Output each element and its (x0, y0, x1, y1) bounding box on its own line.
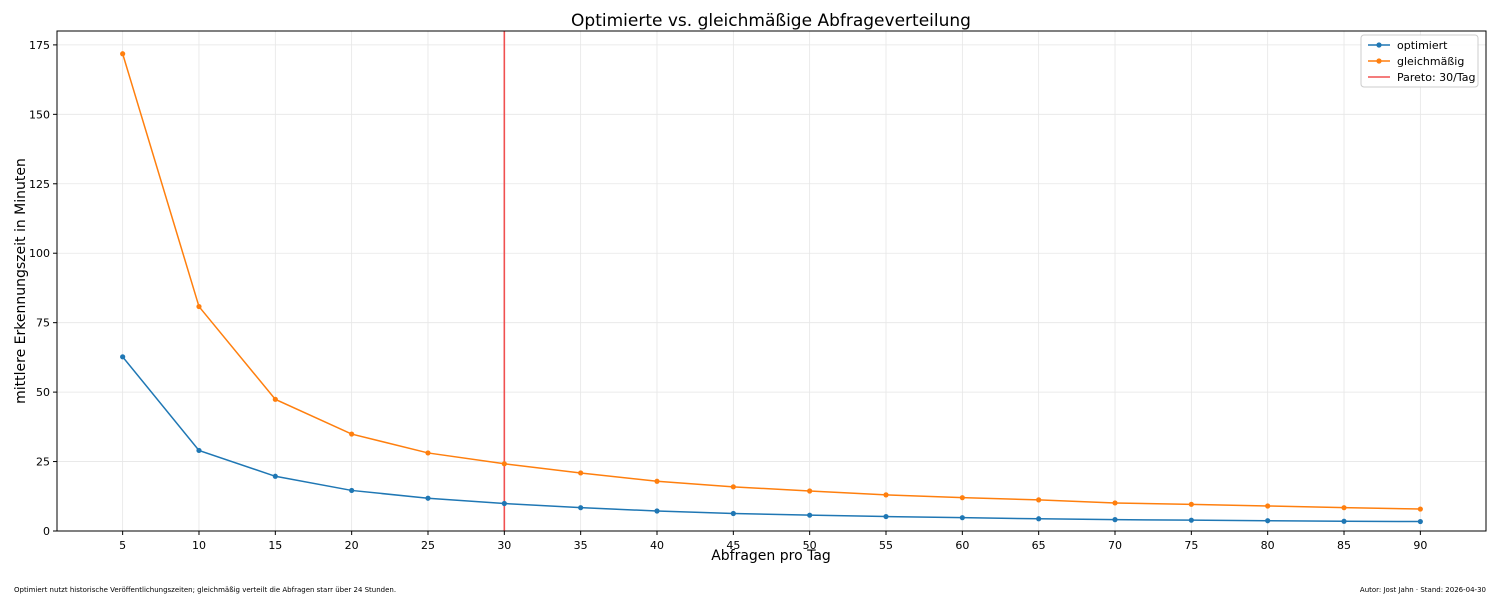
legend-label: Pareto: 30/Tag (1397, 71, 1476, 84)
y-tick-label: 100 (29, 247, 50, 260)
data-point (807, 488, 813, 494)
series-line-0 (122, 356, 1421, 523)
data-point (578, 470, 584, 476)
grid (57, 31, 1486, 532)
data-point (425, 450, 431, 456)
plot-frame (56, 30, 1487, 532)
x-axis-label: Abfragen pro Tag (711, 548, 831, 564)
footer-note: Optimiert nutzt historische Veröffentlic… (14, 586, 397, 594)
data-point (1417, 518, 1423, 525)
data-point (425, 495, 431, 501)
series-layer (120, 51, 1423, 525)
data-point (1036, 497, 1042, 503)
x-tick-label: 5 (119, 539, 126, 552)
x-axis-ticks: 5 10 15 20 25 30 35 40 45 50 55 60 65 70 75 80 85 90 (119, 531, 1427, 552)
y-tick-label: 25 (36, 456, 50, 469)
data-point (196, 303, 202, 310)
data-point (654, 478, 660, 484)
legend-box (1360, 34, 1479, 88)
data-point (196, 447, 202, 454)
data-point (883, 513, 889, 520)
legend-marker (1376, 58, 1382, 64)
x-tick-label: 25 (421, 539, 435, 552)
y-axis-label: mittlere Erkennungszeit in Minuten (13, 158, 29, 404)
x-tick-label: 50 (803, 539, 817, 552)
x-tick-label: 75 (1184, 539, 1198, 552)
series-line-1 (121, 53, 1421, 510)
data-point (1417, 506, 1423, 512)
data-point (272, 396, 278, 402)
x-tick-label: 70 (1108, 539, 1122, 552)
x-tick-label: 20 (345, 539, 359, 552)
data-point (959, 495, 965, 501)
data-point (1341, 518, 1347, 524)
x-tick-label: 45 (726, 539, 740, 552)
y-tick-label: 75 (36, 317, 50, 330)
data-point (959, 515, 965, 521)
data-point (578, 505, 584, 511)
data-point (1188, 501, 1194, 507)
data-point (501, 461, 507, 467)
data-point (654, 508, 660, 514)
data-point (1036, 516, 1042, 522)
data-point (730, 510, 736, 517)
y-tick-label: 125 (29, 178, 50, 191)
legend-marker (1376, 42, 1382, 48)
data-point (501, 500, 507, 507)
data-point (1265, 518, 1271, 524)
x-tick-label: 15 (268, 539, 282, 552)
legend-label: gleichmäßig (1397, 55, 1464, 68)
data-point (120, 354, 126, 360)
data-point (807, 512, 813, 518)
y-tick-label: 0 (43, 525, 50, 538)
data-point (120, 51, 126, 57)
data-point (1265, 503, 1271, 509)
x-tick-label: 40 (650, 539, 664, 552)
x-tick-label: 65 (1032, 539, 1046, 552)
x-tick-label: 85 (1337, 539, 1351, 552)
y-axis-ticks: 0 25 50 75 100 125 150 175 (29, 39, 57, 538)
x-tick-label: 90 (1413, 539, 1427, 552)
data-point (1341, 505, 1347, 511)
data-point (349, 487, 355, 494)
x-tick-label: 30 (497, 539, 511, 552)
chart-title: Optimierte vs. gleichmäßige Abfrageverte… (571, 11, 971, 31)
data-point (272, 473, 278, 479)
x-tick-label: 35 (574, 539, 588, 552)
data-point (730, 484, 736, 490)
data-point (1112, 500, 1118, 506)
x-tick-label: 10 (192, 539, 206, 552)
x-tick-label: 55 (879, 539, 893, 552)
y-tick-label: 50 (36, 386, 50, 399)
legend: optimiert gleichmäßig Pareto: 30/Tag (1360, 34, 1479, 88)
y-tick-label: 150 (29, 108, 50, 121)
y-tick-label: 175 (29, 39, 50, 52)
data-point (883, 492, 889, 498)
data-point (1188, 517, 1194, 523)
x-tick-label: 80 (1261, 539, 1275, 552)
x-tick-label: 60 (955, 539, 969, 552)
footer-author: Autor: Jost Jahn · Stand: 2026-04-30 (1359, 586, 1486, 594)
legend-label: optimiert (1397, 39, 1448, 52)
data-point (1112, 517, 1118, 523)
data-point (349, 431, 355, 437)
